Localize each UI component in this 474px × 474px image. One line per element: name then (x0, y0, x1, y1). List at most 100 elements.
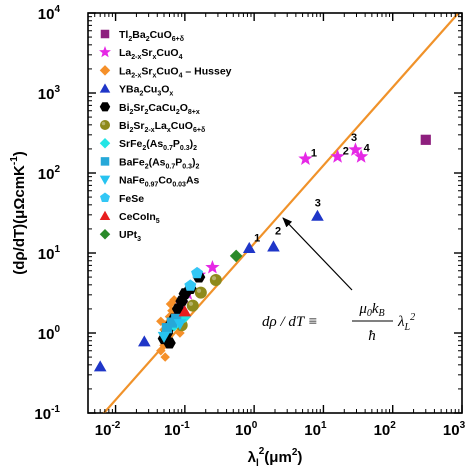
series-yba2cu3ox (93, 209, 324, 372)
data-point (229, 249, 243, 263)
data-point (348, 142, 363, 156)
data-point (311, 209, 324, 221)
legend-label: Bi2Sr2CaCu2O8+x (119, 102, 200, 116)
legend-item: Bi2Sr2-xLaxCuO6+δ (100, 120, 205, 134)
formula-arrow (282, 217, 353, 291)
data-point (138, 335, 151, 347)
series-bafe2-as0-7p0-3-2 (161, 313, 182, 334)
data-point (209, 273, 222, 286)
data-point (184, 279, 197, 291)
legend-item: CeCoIn5 (99, 210, 160, 225)
series-cecoin5 (178, 305, 192, 317)
data-point (298, 151, 313, 165)
legend-label: La2-xSrxCuO4 – Hussey (119, 65, 232, 79)
data-point (353, 149, 369, 163)
legend-item: YBa2Cu3Ox (99, 83, 173, 98)
formula-rhs: λL2 (397, 312, 415, 333)
data-point (163, 337, 176, 349)
data-point (205, 259, 220, 274)
data-point (173, 319, 187, 331)
legend-item: FeSe (100, 192, 144, 205)
data-point (191, 266, 204, 279)
data-point (178, 305, 192, 317)
legend-marker (100, 192, 110, 203)
data-point (157, 331, 171, 343)
series-upt3 (229, 249, 243, 263)
data-point (330, 149, 345, 163)
data-point (161, 323, 172, 334)
formula-annotation: dρ / dT ≡ μ0kB ħ λL2 (262, 217, 415, 344)
point-number-label: 2 (343, 146, 349, 158)
x-tick-label: 10-1 (164, 420, 190, 439)
point-number-label: 1 (254, 232, 260, 244)
data-point (194, 286, 207, 299)
x-tick-label: 100 (235, 420, 258, 439)
formula-denominator: ħ (368, 328, 376, 344)
legend-marker (99, 83, 111, 93)
data-point (242, 241, 256, 253)
point-number-label: 2 (275, 226, 281, 238)
y-tick-label: 104 (38, 4, 61, 23)
series-fese (184, 266, 204, 291)
y-tick-label: 103 (38, 84, 61, 103)
legend-label: Bi2Sr2-xLaxCuO6+δ (119, 120, 205, 134)
data-point (178, 310, 192, 323)
legend-marker (99, 102, 111, 112)
point-number-label: 4 (364, 143, 371, 155)
legend-item: BaFe2(As0.7P0.3)2 (100, 156, 200, 170)
x-tick-label: 103 (443, 420, 466, 439)
legend-item: NaFe0.97Co0.03As (99, 175, 200, 189)
y-tick-label: 10-1 (34, 404, 60, 423)
y-tick-label: 102 (38, 164, 61, 183)
legend-item: La2-xSrxCuO4 (99, 45, 183, 61)
legend-marker (100, 120, 110, 130)
x-tick-label: 102 (374, 420, 397, 439)
x-tick-label: 101 (304, 420, 327, 439)
legend-item: Bi2Sr2CaCu2O8+x (99, 102, 200, 116)
legend-label: CeCoIn5 (119, 211, 160, 225)
legend-marker (99, 210, 111, 220)
data-point (186, 299, 199, 312)
legend-item: SrFe2(As0.7P0.3)2 (99, 137, 197, 152)
legend-label: UPt3 (119, 229, 141, 243)
x-tick-label: 10-2 (95, 420, 121, 439)
x-axis-label: λl2(μm2) (248, 446, 303, 469)
legend-label: FeSe (119, 193, 144, 205)
axis-ticks: 10-2 10-1 100 101 102 103 10-1 100 101 102 103 104 (34, 4, 465, 439)
formula-numerator: μ0kB (358, 301, 384, 319)
legend-item: La2-xSrxCuO4 – Hussey (99, 65, 232, 79)
legend-marker (100, 29, 110, 39)
legend-marker (99, 175, 111, 185)
data-point (171, 313, 182, 325)
point-number-label: 1 (311, 148, 317, 160)
data-point (267, 240, 280, 252)
legend-marker (100, 157, 110, 166)
series-nafe0-97co0-03as (157, 319, 187, 343)
y-axis-label: (dρ/dT)(μΩcmK-1) (9, 151, 28, 275)
axis-labels: λl2(μm2) (dρ/dT)(μΩcmK-1) (9, 151, 302, 469)
legend-label: YBa2Cu3Ox (119, 84, 173, 98)
legend-label: NaFe0.97Co0.03As (119, 175, 200, 189)
data-point (156, 346, 166, 356)
legend-item: Tl2Ba2CuO6+δ (100, 29, 184, 43)
series-tl2ba2cuo6- (420, 134, 431, 145)
legend: Tl2Ba2CuO6+δ La2-xSrxCuO4 La2-xSrxCuO4 – H… (99, 29, 232, 243)
formula-lhs: dρ / dT ≡ (262, 314, 318, 330)
data-point (169, 295, 179, 305)
legend-marker (99, 65, 111, 76)
legend-marker (99, 45, 111, 58)
data-points (93, 134, 431, 372)
legend-marker (99, 228, 111, 240)
legend-label: BaFe2(As0.7P0.3)2 (119, 156, 200, 170)
legend-label: SrFe2(As0.7P0.3)2 (119, 138, 197, 152)
legend-item: UPt3 (99, 228, 141, 243)
point-number-label: 3 (315, 198, 321, 210)
y-tick-label: 101 (38, 244, 61, 263)
point-number-label: 3 (351, 132, 357, 144)
data-point (420, 134, 431, 145)
data-point (93, 360, 107, 372)
legend-label: La2-xSrxCuO4 (119, 47, 183, 61)
data-point (160, 352, 170, 362)
